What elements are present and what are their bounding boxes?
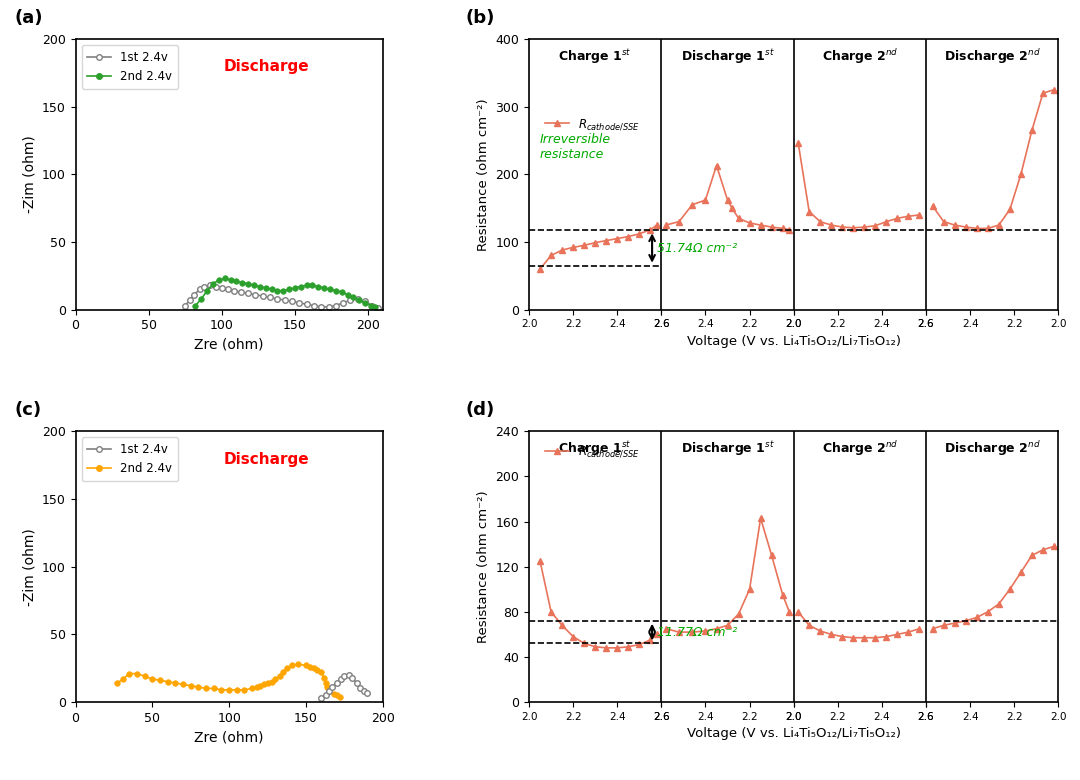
Text: 11.77Ω cm⁻²: 11.77Ω cm⁻² bbox=[658, 626, 738, 639]
Legend: $R_{cathode/SSE}$: $R_{cathode/SSE}$ bbox=[540, 112, 645, 136]
Text: Discharge 2$^{nd}$: Discharge 2$^{nd}$ bbox=[944, 47, 1041, 66]
X-axis label: Zre (ohm): Zre (ohm) bbox=[194, 338, 264, 352]
Text: Charge 1$^{st}$: Charge 1$^{st}$ bbox=[558, 47, 632, 66]
Text: Charge 2$^{nd}$: Charge 2$^{nd}$ bbox=[822, 47, 899, 66]
Text: (b): (b) bbox=[465, 9, 495, 27]
Text: (c): (c) bbox=[14, 401, 41, 419]
Text: Charge 2$^{nd}$: Charge 2$^{nd}$ bbox=[822, 439, 899, 459]
Legend: 1st 2.4v, 2nd 2.4v: 1st 2.4v, 2nd 2.4v bbox=[81, 438, 178, 481]
Text: Discharge 1$^{st}$: Discharge 1$^{st}$ bbox=[680, 439, 774, 458]
X-axis label: Zre (ohm): Zre (ohm) bbox=[194, 730, 264, 744]
Text: Discharge 2$^{nd}$: Discharge 2$^{nd}$ bbox=[944, 439, 1041, 459]
X-axis label: Voltage (V vs. Li₄Ti₅O₁₂/Li₇Ti₅O₁₂): Voltage (V vs. Li₄Ti₅O₁₂/Li₇Ti₅O₁₂) bbox=[687, 335, 901, 348]
Y-axis label: -Zim (ohm): -Zim (ohm) bbox=[23, 136, 37, 213]
Y-axis label: -Zim (ohm): -Zim (ohm) bbox=[23, 528, 37, 605]
Text: Discharge 1$^{st}$: Discharge 1$^{st}$ bbox=[680, 47, 774, 66]
Text: Discharge: Discharge bbox=[224, 59, 309, 74]
Text: Irreversible
resistance: Irreversible resistance bbox=[540, 133, 610, 161]
Y-axis label: Resistance (ohm cm⁻²): Resistance (ohm cm⁻²) bbox=[477, 491, 490, 643]
Text: Discharge: Discharge bbox=[224, 452, 309, 467]
Text: (a): (a) bbox=[14, 9, 43, 27]
X-axis label: Voltage (V vs. Li₄Ti₅O₁₂/Li₇Ti₅O₁₂): Voltage (V vs. Li₄Ti₅O₁₂/Li₇Ti₅O₁₂) bbox=[687, 727, 901, 740]
Legend: 1st 2.4v, 2nd 2.4v: 1st 2.4v, 2nd 2.4v bbox=[81, 45, 178, 89]
Y-axis label: Resistance (ohm cm⁻²): Resistance (ohm cm⁻²) bbox=[477, 98, 490, 250]
Text: (d): (d) bbox=[465, 401, 495, 419]
Text: Charge 1$^{st}$: Charge 1$^{st}$ bbox=[558, 439, 632, 458]
Text: 51.74Ω cm⁻²: 51.74Ω cm⁻² bbox=[658, 242, 738, 254]
Legend: $R_{cathode/SSE}$: $R_{cathode/SSE}$ bbox=[540, 440, 645, 464]
